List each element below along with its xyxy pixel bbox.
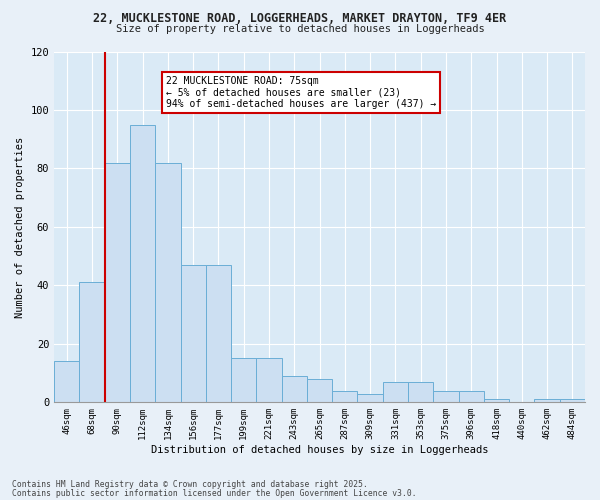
Bar bbox=[231, 358, 256, 403]
Text: Size of property relative to detached houses in Loggerheads: Size of property relative to detached ho… bbox=[116, 24, 484, 34]
Bar bbox=[105, 162, 130, 402]
Text: 22 MUCKLESTONE ROAD: 75sqm
← 5% of detached houses are smaller (23)
94% of semi-: 22 MUCKLESTONE ROAD: 75sqm ← 5% of detac… bbox=[166, 76, 436, 110]
Bar bbox=[332, 390, 358, 402]
Bar bbox=[535, 400, 560, 402]
Bar bbox=[256, 358, 281, 403]
Bar bbox=[281, 376, 307, 402]
Bar bbox=[433, 390, 458, 402]
Bar bbox=[560, 400, 585, 402]
Bar bbox=[155, 162, 181, 402]
X-axis label: Distribution of detached houses by size in Loggerheads: Distribution of detached houses by size … bbox=[151, 445, 488, 455]
Bar bbox=[484, 400, 509, 402]
Bar bbox=[130, 124, 155, 402]
Bar bbox=[458, 390, 484, 402]
Text: Contains public sector information licensed under the Open Government Licence v3: Contains public sector information licen… bbox=[12, 489, 416, 498]
Bar bbox=[79, 282, 105, 403]
Bar bbox=[181, 265, 206, 402]
Bar bbox=[54, 362, 79, 403]
Bar bbox=[383, 382, 408, 402]
Bar bbox=[206, 265, 231, 402]
Text: 22, MUCKLESTONE ROAD, LOGGERHEADS, MARKET DRAYTON, TF9 4ER: 22, MUCKLESTONE ROAD, LOGGERHEADS, MARKE… bbox=[94, 12, 506, 26]
Bar bbox=[408, 382, 433, 402]
Y-axis label: Number of detached properties: Number of detached properties bbox=[15, 136, 25, 318]
Text: Contains HM Land Registry data © Crown copyright and database right 2025.: Contains HM Land Registry data © Crown c… bbox=[12, 480, 368, 489]
Bar bbox=[307, 379, 332, 402]
Bar bbox=[358, 394, 383, 402]
